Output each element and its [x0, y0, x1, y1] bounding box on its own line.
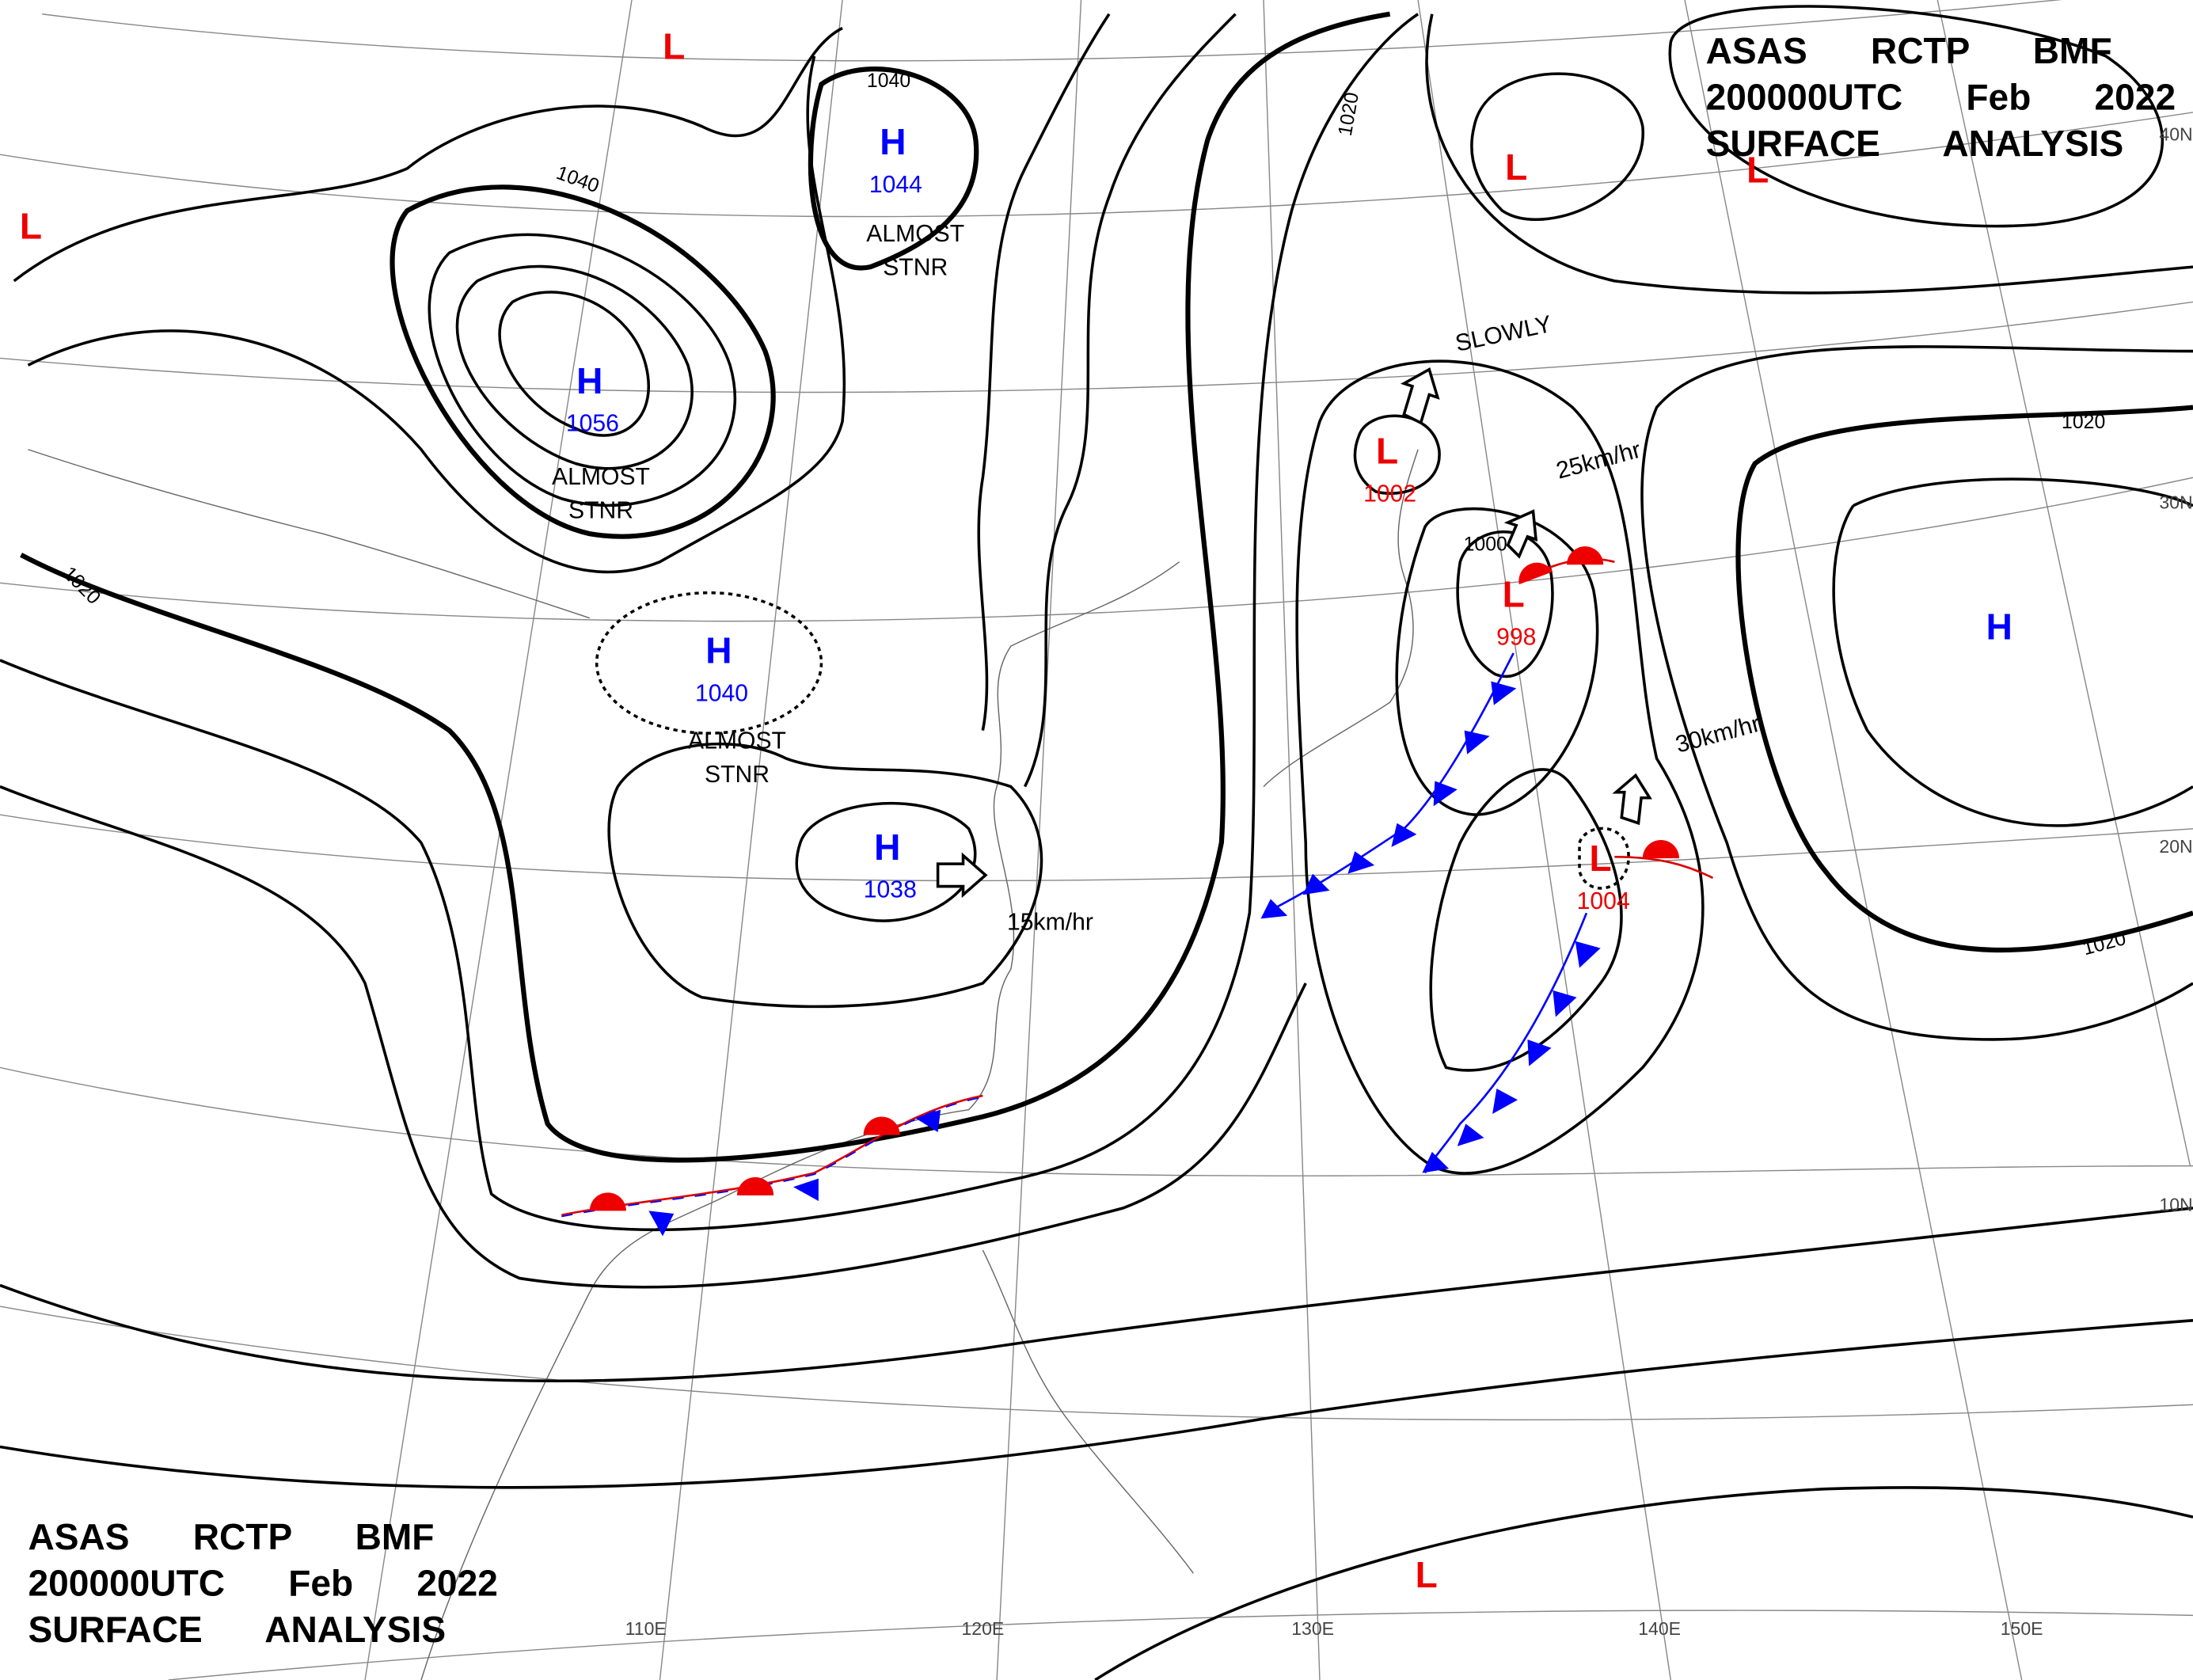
latitude-label: 30N — [2159, 492, 2192, 512]
system-symbol: L — [1590, 838, 1612, 879]
system-pressure: 1040 — [695, 680, 748, 706]
system-symbol: L — [1376, 430, 1398, 471]
system-pressure: 998 — [1496, 624, 1536, 650]
latitude-label: 10N — [2159, 1194, 2192, 1214]
system-symbol: H — [880, 121, 906, 162]
header-line: SURFACE ANALYSIS — [1706, 123, 2124, 164]
latitude-label: 40N — [2159, 124, 2192, 144]
system-symbol: H — [1986, 606, 2012, 647]
motion-label: ALMOST — [688, 728, 786, 754]
system-pressure: 1056 — [566, 411, 619, 437]
motion-label: 15km/hr — [1007, 910, 1093, 936]
motion-label: STNR — [883, 255, 948, 281]
fronts — [561, 546, 1714, 1237]
isobar-label: 1000 — [1464, 534, 1507, 555]
header-line: 200000UTC Feb 2022 — [1706, 76, 2176, 117]
isobars — [0, 5, 2193, 1680]
longitude-label: 140E — [1638, 1618, 1681, 1639]
coastlines — [28, 449, 1419, 1680]
isobar-label: 1020 — [2062, 412, 2105, 433]
system-pressure: 1002 — [1363, 481, 1416, 507]
header-line: ASAS RCTP BMF — [28, 1516, 434, 1557]
motion-label: ALMOST — [552, 464, 650, 490]
longitude-label: 130E — [1291, 1618, 1334, 1639]
system-symbol: H — [874, 827, 900, 868]
header-line: SURFACE ANALYSIS — [28, 1609, 446, 1650]
latitude-label: 20N — [2159, 836, 2192, 857]
system-symbol: L — [1746, 150, 1769, 191]
isobar-label: 1040 — [867, 70, 910, 92]
system-symbol: L — [1503, 573, 1525, 614]
system-symbol: H — [576, 360, 602, 401]
system-pressure: 1038 — [864, 877, 917, 903]
system-symbol: L — [1416, 1554, 1438, 1595]
longitude-label: 110E — [625, 1618, 667, 1639]
motion-label: STNR — [705, 762, 770, 788]
motion-arrows — [936, 367, 1652, 899]
header-line: ASAS RCTP BMF — [1706, 30, 2112, 71]
system-pressure: 1044 — [869, 172, 922, 198]
longitude-label: 120E — [961, 1618, 1004, 1639]
header-line: 200000UTC Feb 2022 — [28, 1563, 497, 1604]
system-pressure: 1004 — [1577, 888, 1630, 914]
system-symbol: L — [20, 206, 42, 247]
labels: ASAS RCTP BMF 200000UTC Feb 2022 SURFACE A… — [20, 26, 2193, 1651]
system-symbol: H — [705, 629, 732, 671]
system-symbol: L — [663, 26, 685, 67]
motion-label: ALMOST — [866, 221, 964, 247]
motion-label: STNR — [568, 498, 633, 524]
longitude-label: 150E — [2001, 1618, 2043, 1639]
system-symbol: L — [1505, 146, 1527, 188]
